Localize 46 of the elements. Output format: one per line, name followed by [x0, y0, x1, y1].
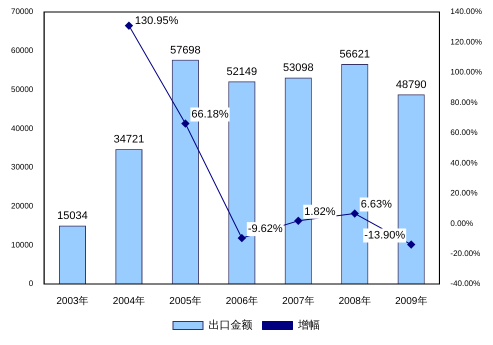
x-tick-label: 2006年 [226, 294, 258, 307]
y2-tick-label: -40.00% [450, 279, 480, 288]
y-tick-label: 0 [28, 279, 34, 288]
x-tick-label: 2007年 [282, 294, 314, 307]
legend-label: 出口金额 [208, 318, 252, 332]
point [294, 216, 302, 225]
x-tick-label: 2003年 [56, 294, 89, 307]
y2-tick-label: -20.00% [450, 248, 480, 258]
y-tick-label: 20000 [10, 201, 34, 210]
point [350, 210, 359, 218]
y2-tick-label: 100.00% [450, 68, 482, 77]
data-label: 56621 [339, 48, 370, 61]
y2-tick-label: 60.00% [450, 128, 478, 138]
data-label: 34721 [114, 134, 144, 146]
point [124, 22, 133, 30]
y2-tick-label: 140.00% [450, 7, 482, 16]
y-tick-label: 40000 [10, 124, 34, 133]
data-label: 15034 [57, 210, 88, 222]
data-label: -13.90% [364, 230, 406, 242]
y-tick-label: 50000 [10, 84, 34, 94]
legend-label: 增幅 [297, 320, 320, 332]
data-label: 53098 [282, 62, 314, 74]
data-label: 48790 [396, 78, 426, 91]
data-label: 1.82% [304, 206, 336, 218]
y-tick-label: 60000 [10, 46, 34, 56]
data-label: 57698 [170, 44, 201, 56]
y2-tick-label: 20.00% [450, 188, 478, 198]
data-label: 52149 [226, 66, 258, 78]
x-tick-label: 2008年 [338, 294, 371, 307]
data-label: 130.95% [134, 15, 179, 28]
x-tick-label: 2004年 [112, 294, 146, 307]
point [181, 120, 190, 128]
y2-tick-label: 0.00% [450, 218, 474, 228]
y2-tick-label: 40.00% [450, 158, 478, 168]
data-label: 66.18% [191, 108, 229, 121]
data-label: -9.62% [248, 223, 283, 236]
point [238, 234, 246, 242]
y-tick-label: 30000 [10, 162, 34, 172]
y2-tick-label: 80.00% [450, 98, 478, 107]
y2-tick-label: 120.00% [450, 37, 482, 46]
point [407, 240, 416, 249]
y-tick-label: 10000 [10, 240, 34, 250]
data-label: 6.63% [360, 198, 392, 211]
x-tick-label: 2005年 [169, 294, 202, 307]
x-tick-label: 2009年 [395, 294, 428, 307]
y-tick-label: 70000 [10, 7, 34, 16]
